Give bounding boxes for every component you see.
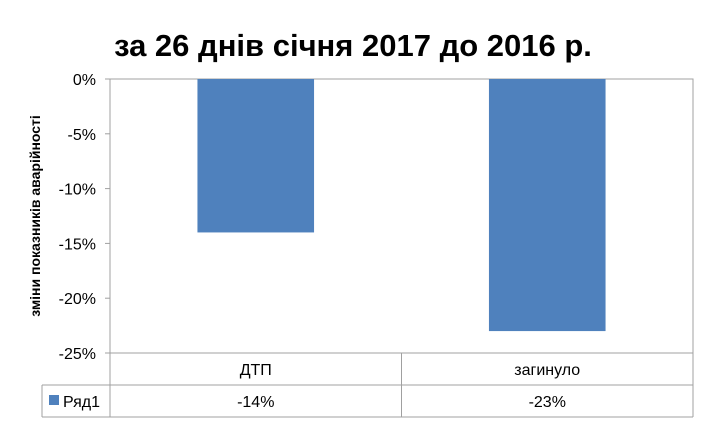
y-tick-label: -10% — [59, 182, 96, 199]
chart-title: за 26 днів січня 2017 до 2016 р. — [114, 28, 592, 63]
legend-label: Ряд1 — [63, 394, 100, 411]
y-tick-label: -15% — [59, 236, 96, 253]
category-label: загинуло — [514, 362, 580, 379]
y-axis-label: зміни показників аварійності — [27, 115, 43, 317]
table-value: -14% — [237, 394, 274, 411]
legend-key — [49, 395, 59, 405]
bar-загинуло — [488, 79, 606, 332]
y-tick-label: -5% — [68, 127, 96, 144]
y-tick-label: -20% — [59, 291, 96, 308]
table-value: -23% — [529, 394, 566, 411]
category-label: ДТП — [240, 362, 272, 379]
bar-ДТП — [197, 79, 315, 233]
y-tick-label: 0% — [73, 72, 96, 89]
y-tick-label: -25% — [59, 346, 96, 363]
